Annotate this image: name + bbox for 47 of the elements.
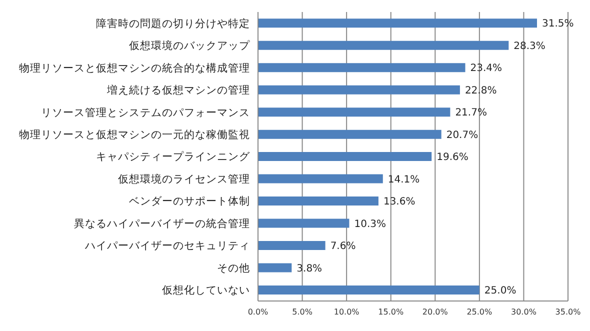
bar [258, 40, 509, 50]
bar [258, 196, 378, 206]
x-tick-label: 35.0% [555, 308, 582, 317]
y-tick-label: 障害時の問題の切り分けや特定 [96, 16, 250, 30]
bar [258, 63, 466, 72]
bar [258, 152, 432, 162]
x-tick-label: 10.0% [334, 308, 360, 317]
data-label: 10.3% [354, 218, 386, 230]
bar [258, 174, 383, 184]
bar [258, 108, 450, 117]
y-tick-label: 物理リソースと仮想マシンの統合的な構成管理 [19, 61, 250, 74]
bar [258, 285, 480, 294]
y-tick-label: ベンダーのサポート体制 [129, 194, 250, 208]
y-tick-label: 増え続ける仮想マシンの管理 [106, 84, 250, 97]
y-tick-label: 仮想化していない [162, 284, 250, 297]
data-label: 13.6% [383, 196, 416, 208]
data-label: 19.6% [436, 152, 468, 164]
y-tick-label: 異なるハイパーバイザーの統合管理 [74, 216, 250, 230]
x-tick-label: 15.0% [378, 308, 404, 317]
x-tick-label: 5.0% [292, 308, 313, 317]
y-tick-label: リソース管理とシステムのパフォーマンス [41, 106, 250, 119]
data-label: 7.6% [330, 241, 356, 252]
bar [258, 218, 350, 228]
data-label: 28.3% [514, 40, 546, 52]
bar [258, 18, 537, 28]
y-tick-label: 仮想環境のバックアップ [129, 39, 251, 52]
data-label: 22.8% [464, 85, 497, 96]
y-tick-label: キャパシティープラインニング [96, 150, 251, 164]
bar [258, 240, 326, 250]
bar [258, 85, 460, 94]
x-tick-label: 25.0% [466, 308, 493, 317]
data-label: 31.5% [542, 18, 574, 30]
data-label: 20.7% [446, 130, 478, 141]
data-label: 14.1% [388, 174, 420, 186]
y-tick-label: その他 [217, 262, 250, 274]
x-tick-label: 30.0% [511, 308, 537, 317]
data-label: 23.4% [470, 63, 502, 74]
y-tick-label: 物理リソースと仮想マシンの一元的な稼働監視 [19, 128, 250, 141]
bar [258, 263, 292, 272]
data-label: 3.8% [296, 263, 322, 274]
y-tick-label: 仮想環境のライセンス管理 [118, 172, 250, 186]
data-label: 21.7% [455, 108, 487, 119]
x-tick-label: 0.0% [248, 308, 269, 317]
x-tick-label: 20.0% [422, 308, 448, 317]
data-label: 25.0% [484, 285, 516, 296]
bar [258, 130, 442, 139]
y-tick-label: ハイパーバイザーのセキュリティ [84, 240, 250, 252]
